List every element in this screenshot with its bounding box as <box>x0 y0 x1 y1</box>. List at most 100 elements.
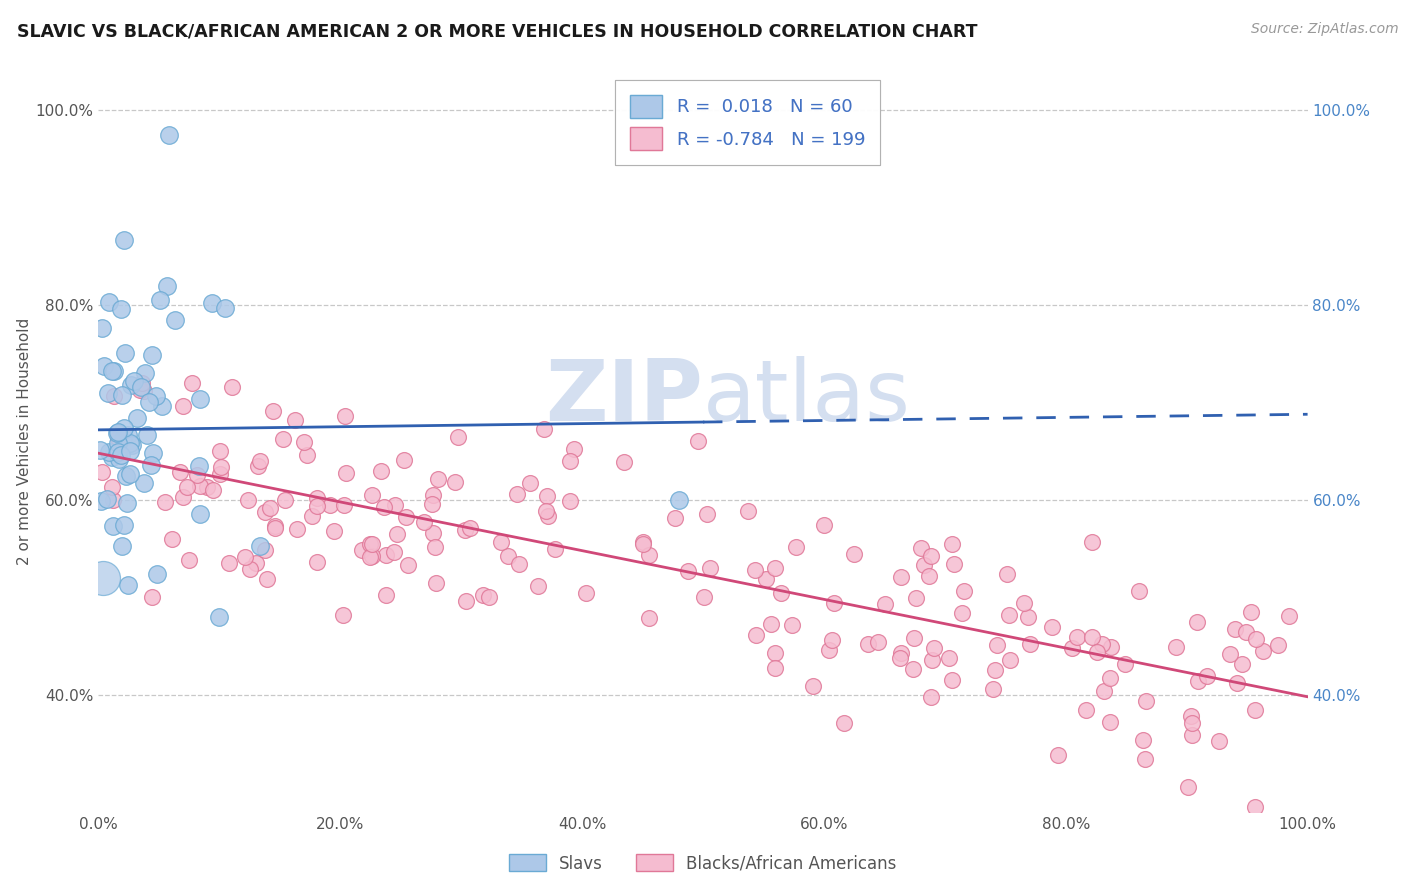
Point <box>637 548 659 562</box>
Point <box>769 585 792 599</box>
Point <box>1098 671 1121 685</box>
Point <box>1278 609 1301 624</box>
Point <box>186 467 208 482</box>
Point <box>1085 644 1108 658</box>
Point <box>146 567 169 582</box>
Point <box>832 715 855 730</box>
Point <box>370 464 392 478</box>
Point <box>120 378 142 392</box>
Point <box>139 458 162 472</box>
Point <box>1135 694 1157 708</box>
Point <box>759 617 782 632</box>
Point <box>423 541 446 555</box>
Point <box>118 467 141 481</box>
Point <box>422 525 444 540</box>
Point <box>1246 632 1268 647</box>
Point <box>453 523 475 537</box>
Point <box>132 475 155 490</box>
Point <box>93 359 115 373</box>
Point <box>382 545 405 559</box>
Point <box>737 504 759 518</box>
Legend: R =  0.018   N = 60, R = -0.784   N = 199: R = 0.018 N = 60, R = -0.784 N = 199 <box>616 80 880 165</box>
Point <box>107 436 129 450</box>
Point <box>696 507 718 521</box>
Point <box>284 412 307 426</box>
Point <box>153 495 176 509</box>
Point <box>558 493 581 508</box>
Point <box>537 508 560 523</box>
Point <box>124 375 146 389</box>
Point <box>96 491 118 506</box>
Point <box>613 455 636 469</box>
Point <box>333 498 356 512</box>
Point <box>259 501 281 516</box>
Point <box>305 491 328 505</box>
Point <box>374 588 396 602</box>
Point <box>1208 734 1230 748</box>
Point <box>114 346 136 360</box>
Point <box>352 542 374 557</box>
Point <box>142 445 165 459</box>
Point <box>127 411 149 425</box>
Point <box>121 437 143 451</box>
Point <box>785 540 807 554</box>
Point <box>1074 703 1097 717</box>
Point <box>952 584 974 599</box>
Point <box>361 549 384 564</box>
Point <box>1187 615 1209 630</box>
Point <box>995 566 1018 581</box>
Point <box>201 296 224 310</box>
Point <box>294 434 316 449</box>
Point <box>209 460 232 475</box>
Point <box>264 518 287 533</box>
Point <box>544 542 567 557</box>
Point <box>558 454 581 468</box>
Point <box>986 638 1008 652</box>
Point <box>110 448 132 462</box>
Point <box>981 681 1004 696</box>
Point <box>984 663 1007 677</box>
Point <box>943 557 966 571</box>
Point <box>208 443 231 458</box>
Point <box>889 651 911 665</box>
Point <box>444 475 467 490</box>
Point <box>385 526 408 541</box>
Point <box>274 493 297 508</box>
Point <box>89 443 111 458</box>
Point <box>1166 640 1188 654</box>
Point <box>744 563 766 577</box>
Point <box>233 549 256 564</box>
Point <box>103 493 125 508</box>
Point <box>305 555 328 569</box>
Point <box>938 650 960 665</box>
Point <box>1187 674 1209 689</box>
Point <box>145 389 167 403</box>
Point <box>920 690 942 705</box>
Point <box>562 442 585 457</box>
Point <box>134 366 156 380</box>
Point <box>1180 709 1202 723</box>
Point <box>1177 780 1199 795</box>
Point <box>1017 609 1039 624</box>
Point <box>97 444 120 458</box>
Point <box>359 537 381 551</box>
Point <box>1226 676 1249 690</box>
Point <box>1062 641 1084 656</box>
Point <box>100 450 122 465</box>
Point <box>360 537 382 551</box>
Point <box>115 468 138 483</box>
Point <box>526 580 548 594</box>
Point <box>105 426 128 441</box>
Point <box>295 448 318 462</box>
Point <box>1081 535 1104 549</box>
Point <box>950 606 973 620</box>
Point <box>112 421 135 435</box>
Point <box>332 608 354 623</box>
Point <box>195 480 218 494</box>
Point <box>97 385 120 400</box>
Point <box>693 590 716 604</box>
Point <box>890 570 912 584</box>
Point <box>156 279 179 293</box>
Point <box>1181 715 1204 730</box>
Point <box>903 631 925 645</box>
